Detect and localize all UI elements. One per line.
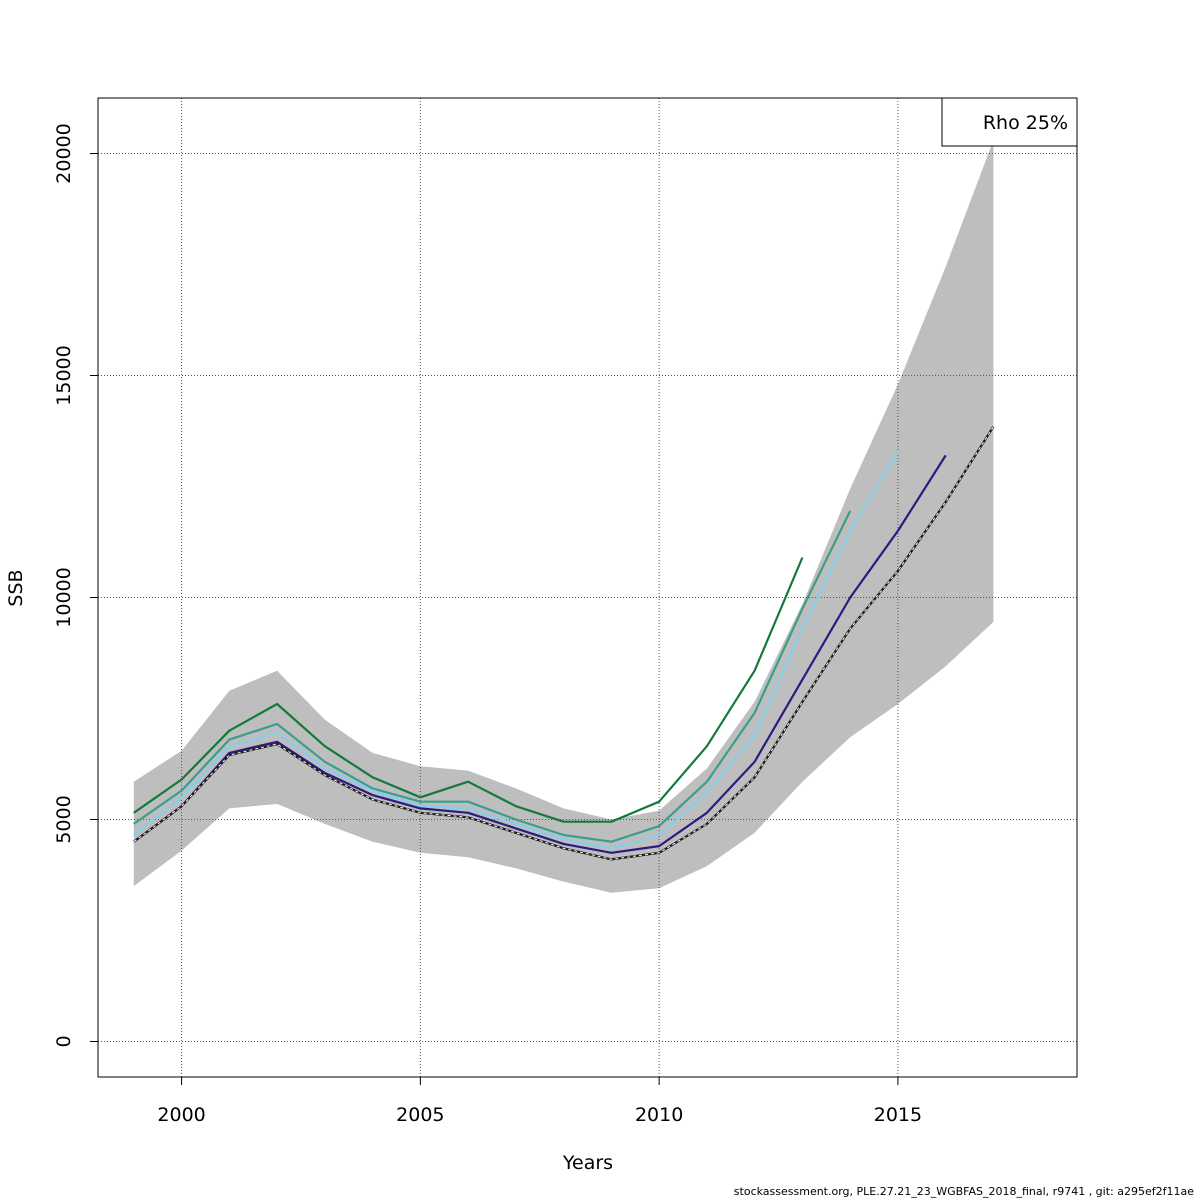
series-line-dashes [133, 426, 994, 860]
y-tick-label: 5000 [53, 795, 75, 843]
legend: Rho 25% [941, 97, 1078, 147]
series-line-3 [133, 450, 899, 850]
x-tick-label: 2010 [635, 1104, 683, 1126]
series-line-2 [133, 454, 947, 854]
y-tick-label: 15000 [53, 345, 75, 405]
axes-layer: 2000 2005 2010 2015 0 5000 10000 15000 20000 [53, 123, 922, 1126]
series-layer [133, 426, 995, 861]
series-line-4 [133, 510, 852, 843]
confidence-band-layer [133, 140, 994, 893]
series-line-5 [133, 557, 804, 823]
y-tick-label: 10000 [53, 567, 75, 627]
x-tick-label: 2000 [157, 1104, 205, 1126]
x-tick-label: 2015 [874, 1104, 922, 1126]
y-tick-label: 0 [53, 1035, 75, 1047]
legend-label: Rho 25% [983, 112, 1068, 134]
y-axis-title: SSB [5, 569, 27, 606]
x-axis-title: Years [562, 1152, 613, 1174]
grid-layer [98, 98, 1077, 1077]
y-tick-label: 20000 [53, 123, 75, 183]
legend-box [941, 97, 1078, 147]
x-tick-label: 2005 [396, 1104, 444, 1126]
plot-frame [97, 97, 1078, 1078]
confidence-band [133, 140, 994, 893]
footer-credit: stockassessment.org, PLE.27.21_23_WGBFAS… [733, 1185, 1194, 1198]
